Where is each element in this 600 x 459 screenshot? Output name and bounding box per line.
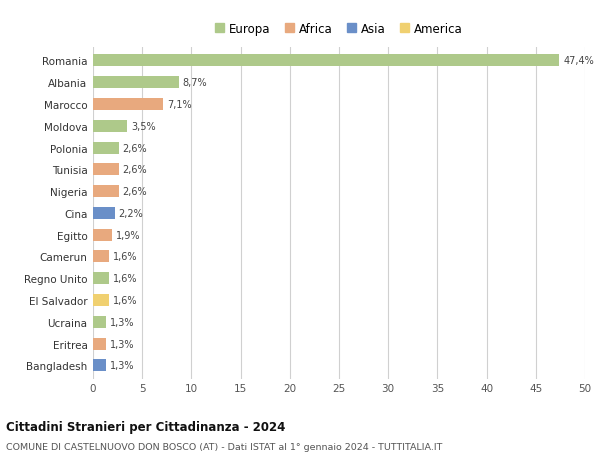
Text: 3,5%: 3,5% [131, 122, 156, 131]
Legend: Europa, Africa, Asia, America: Europa, Africa, Asia, America [215, 23, 463, 36]
Text: 1,6%: 1,6% [113, 252, 137, 262]
Bar [93, 186, 119, 198]
Bar [93, 55, 559, 67]
Bar [93, 360, 106, 372]
Text: 1,6%: 1,6% [113, 274, 137, 284]
Bar [93, 99, 163, 111]
Text: 1,9%: 1,9% [116, 230, 140, 240]
Bar [93, 77, 179, 89]
Bar [93, 229, 112, 241]
Bar [93, 251, 109, 263]
Bar [93, 164, 119, 176]
Text: 1,3%: 1,3% [110, 317, 134, 327]
Bar [93, 316, 106, 328]
Text: 2,6%: 2,6% [122, 165, 147, 175]
Bar [93, 142, 119, 154]
Text: 1,3%: 1,3% [110, 339, 134, 349]
Text: 2,6%: 2,6% [122, 143, 147, 153]
Bar [93, 294, 109, 307]
Text: COMUNE DI CASTELNUOVO DON BOSCO (AT) - Dati ISTAT al 1° gennaio 2024 - TUTTITALI: COMUNE DI CASTELNUOVO DON BOSCO (AT) - D… [6, 442, 442, 451]
Text: Cittadini Stranieri per Cittadinanza - 2024: Cittadini Stranieri per Cittadinanza - 2… [6, 420, 286, 433]
Text: 1,3%: 1,3% [110, 361, 134, 370]
Text: 2,6%: 2,6% [122, 187, 147, 197]
Text: 1,6%: 1,6% [113, 296, 137, 305]
Text: 8,7%: 8,7% [182, 78, 207, 88]
Bar [93, 207, 115, 219]
Text: 47,4%: 47,4% [563, 56, 594, 66]
Text: 2,2%: 2,2% [119, 208, 143, 218]
Bar [93, 273, 109, 285]
Bar [93, 120, 127, 133]
Bar [93, 338, 106, 350]
Text: 7,1%: 7,1% [167, 100, 191, 110]
